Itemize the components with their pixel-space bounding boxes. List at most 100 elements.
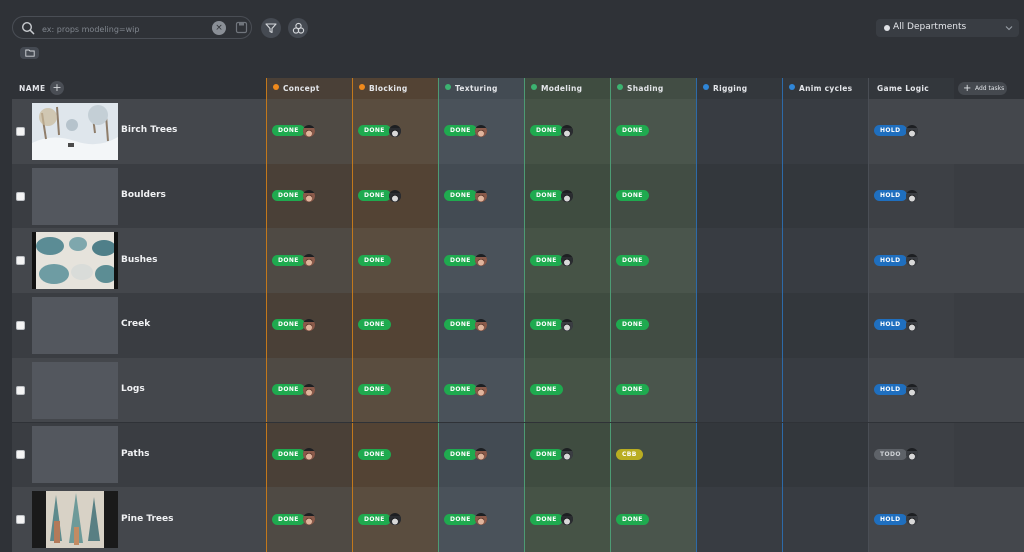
assignee-avatar[interactable] (389, 513, 401, 526)
task-cell[interactable] (782, 99, 868, 164)
assignee-avatar[interactable] (303, 513, 315, 526)
task-cell[interactable]: DONE (266, 99, 352, 164)
row-checkbox[interactable] (16, 191, 25, 201)
asset-thumbnail[interactable] (32, 296, 118, 354)
assignee-avatar[interactable] (906, 448, 918, 461)
filter-builder-button[interactable] (288, 18, 308, 38)
task-cell[interactable] (696, 357, 782, 423)
column-header-2[interactable]: Texturing (438, 78, 524, 99)
status-badge[interactable]: DONE (272, 254, 305, 266)
asset-thumbnail[interactable] (32, 232, 118, 290)
status-badge[interactable]: DONE (358, 513, 391, 525)
status-badge[interactable]: HOLD (874, 254, 907, 266)
status-badge[interactable]: HOLD (874, 384, 907, 396)
status-badge[interactable]: HOLD (874, 125, 907, 137)
column-header-1[interactable]: Blocking (352, 78, 438, 99)
status-badge[interactable]: DONE (530, 448, 563, 460)
task-cell[interactable] (782, 357, 868, 423)
status-badge[interactable]: DONE (530, 190, 563, 202)
task-cell[interactable]: DONE (524, 228, 610, 294)
status-badge[interactable]: DONE (444, 319, 477, 331)
status-badge[interactable]: DONE (616, 190, 649, 202)
task-cell[interactable]: HOLD (868, 293, 954, 358)
status-badge[interactable]: DONE (530, 125, 563, 137)
task-cell[interactable] (696, 487, 782, 552)
asset-thumbnail[interactable] (32, 167, 118, 225)
task-cell[interactable] (696, 422, 782, 488)
assignee-avatar[interactable] (561, 189, 573, 202)
task-cell[interactable]: DONE (524, 422, 610, 488)
search-input[interactable] (40, 20, 214, 38)
task-cell[interactable]: DONE (438, 357, 524, 423)
assignee-avatar[interactable] (475, 513, 487, 526)
department-select[interactable]: All Departments (876, 19, 1019, 37)
column-header-3[interactable]: Modeling (524, 78, 610, 99)
task-cell[interactable] (782, 487, 868, 552)
assignee-avatar[interactable] (303, 189, 315, 202)
task-cell[interactable]: HOLD (868, 163, 954, 229)
assignee-avatar[interactable] (906, 318, 918, 331)
assignee-avatar[interactable] (475, 318, 487, 331)
assignee-avatar[interactable] (906, 383, 918, 396)
task-cell[interactable]: DONE (524, 293, 610, 358)
add-tasks-button[interactable]: + Add tasks (958, 82, 1007, 95)
filter-button[interactable] (261, 18, 281, 38)
task-cell[interactable]: DONE (524, 357, 610, 423)
task-cell[interactable]: DONE (352, 422, 438, 488)
column-header-5[interactable]: Rigging (696, 78, 782, 99)
status-badge[interactable]: DONE (358, 448, 391, 460)
assignee-avatar[interactable] (389, 189, 401, 202)
task-cell[interactable]: CBB (610, 422, 696, 488)
status-badge[interactable]: DONE (272, 190, 305, 202)
task-cell[interactable]: DONE (438, 293, 524, 358)
assignee-avatar[interactable] (303, 124, 315, 137)
row-checkbox[interactable] (16, 385, 25, 395)
status-badge[interactable]: DONE (616, 319, 649, 331)
status-badge[interactable]: DONE (444, 384, 477, 396)
status-badge[interactable]: HOLD (874, 190, 907, 202)
assignee-avatar[interactable] (906, 254, 918, 267)
status-badge[interactable]: DONE (444, 125, 477, 137)
table-row[interactable]: Creek DONE DONE DONE DONE DONE HOLD (12, 293, 1024, 358)
table-row[interactable]: Boulders DONE DONE DONE DONE DONE HOLD (12, 163, 1024, 229)
column-header-6[interactable]: Anim cycles (782, 78, 868, 99)
task-cell[interactable]: HOLD (868, 228, 954, 294)
table-row[interactable]: Logs DONE DONE DONE DONE DONE HOLD (12, 357, 1024, 423)
assignee-avatar[interactable] (906, 513, 918, 526)
task-cell[interactable]: DONE (438, 99, 524, 164)
task-cell[interactable] (696, 293, 782, 358)
task-cell[interactable]: DONE (352, 487, 438, 552)
task-cell[interactable]: DONE (266, 422, 352, 488)
task-cell[interactable] (696, 228, 782, 294)
status-badge[interactable]: HOLD (874, 513, 907, 525)
status-badge[interactable]: DONE (616, 254, 649, 266)
status-badge[interactable]: DONE (358, 319, 391, 331)
status-badge[interactable]: DONE (272, 384, 305, 396)
assignee-avatar[interactable] (561, 513, 573, 526)
task-cell[interactable]: DONE (266, 163, 352, 229)
task-cell[interactable]: HOLD (868, 99, 954, 164)
folder-button[interactable] (20, 47, 39, 59)
status-badge[interactable]: DONE (358, 254, 391, 266)
task-cell[interactable]: DONE (610, 163, 696, 229)
status-badge[interactable]: DONE (530, 319, 563, 331)
task-cell[interactable]: HOLD (868, 357, 954, 423)
status-badge[interactable]: DONE (616, 384, 649, 396)
assignee-avatar[interactable] (303, 254, 315, 267)
save-search-icon[interactable] (235, 21, 248, 34)
assignee-avatar[interactable] (475, 124, 487, 137)
table-row[interactable]: Paths DONE DONE DONE DONE CBB TODO (12, 422, 1024, 488)
assignee-avatar[interactable] (475, 448, 487, 461)
column-header-7[interactable]: Game Logic (868, 78, 954, 99)
task-cell[interactable]: HOLD (868, 487, 954, 552)
asset-name[interactable]: Bushes (121, 254, 158, 265)
task-cell[interactable]: DONE (438, 487, 524, 552)
status-badge[interactable]: DONE (444, 448, 477, 460)
assignee-avatar[interactable] (475, 383, 487, 396)
task-cell[interactable]: DONE (438, 228, 524, 294)
task-cell[interactable]: DONE (610, 228, 696, 294)
task-cell[interactable]: DONE (438, 163, 524, 229)
row-checkbox[interactable] (16, 515, 25, 525)
asset-name[interactable]: Logs (121, 384, 145, 395)
table-row[interactable]: Bushes DONE DONE DONE DONE DONE HOLD (12, 228, 1024, 294)
